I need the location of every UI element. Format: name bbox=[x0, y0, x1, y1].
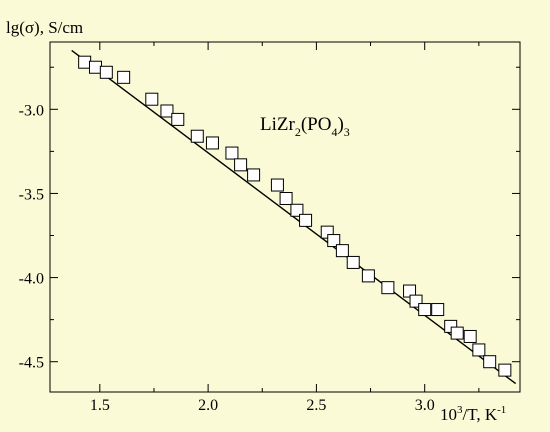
data-point bbox=[279, 191, 293, 205]
data-point bbox=[88, 60, 102, 74]
fit-line bbox=[71, 49, 517, 385]
data-point bbox=[247, 168, 261, 182]
y-tick-label: -4.0 bbox=[19, 271, 44, 288]
y-tick-label: -3.0 bbox=[19, 102, 44, 119]
y-tick-label: -3.5 bbox=[19, 186, 44, 203]
data-point bbox=[225, 146, 239, 160]
data-point bbox=[463, 329, 477, 343]
x-tick-label: 1.5 bbox=[90, 397, 110, 414]
x-tick-label: 2.5 bbox=[306, 397, 326, 414]
data-point bbox=[418, 303, 432, 317]
data-point bbox=[381, 281, 395, 295]
data-point bbox=[335, 244, 349, 258]
tick-labels: 1.5 2.0 2.5 3.0 -3.0 -3.5 -4.0 -4.5 bbox=[19, 102, 435, 414]
data-point bbox=[99, 65, 113, 79]
data-point bbox=[361, 269, 375, 283]
data-point bbox=[431, 303, 445, 317]
data-point bbox=[160, 104, 174, 118]
data-point bbox=[472, 343, 486, 357]
x-tick-label: 3.0 bbox=[415, 397, 435, 414]
x-tick-label: 2.0 bbox=[198, 397, 218, 414]
data-point bbox=[346, 255, 360, 269]
y-tick-label: -4.5 bbox=[19, 355, 44, 372]
data-point bbox=[450, 326, 464, 340]
data-point bbox=[234, 158, 248, 172]
x-axis-label: 103/T, K-1 bbox=[440, 404, 506, 424]
data-point bbox=[117, 70, 131, 84]
data-point bbox=[299, 213, 313, 227]
data-point bbox=[483, 355, 497, 369]
tick-marks bbox=[50, 42, 520, 392]
compound-annotation: LiZr2(PO4)3 bbox=[260, 114, 350, 139]
data-point bbox=[270, 178, 284, 192]
data-point bbox=[145, 92, 159, 106]
data-point bbox=[290, 203, 304, 217]
data-points bbox=[78, 55, 512, 377]
data-point bbox=[190, 129, 204, 143]
data-point bbox=[327, 234, 341, 248]
data-point bbox=[171, 112, 185, 126]
data-point bbox=[498, 363, 512, 377]
data-point bbox=[205, 136, 219, 150]
y-axis-label: lg(σ), S/cm bbox=[6, 18, 83, 37]
data-point bbox=[78, 55, 92, 69]
plot-area bbox=[49, 41, 521, 393]
